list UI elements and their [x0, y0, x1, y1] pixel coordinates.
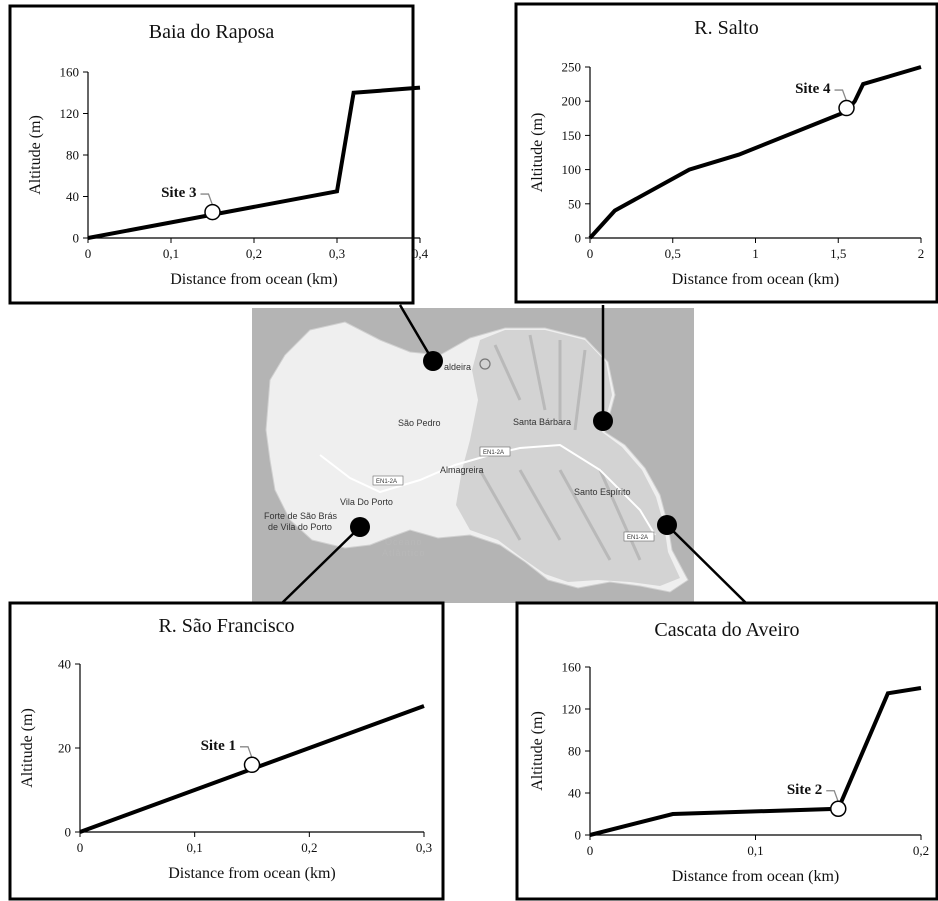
x-tick-label: 0,4 [412, 246, 429, 261]
location-marker [657, 515, 677, 535]
x-tick-label: 0,3 [416, 840, 432, 855]
altitude-profile-line [588, 65, 922, 240]
y-tick-label: 40 [568, 786, 581, 801]
map-label-caldeira: aldeira [444, 362, 471, 372]
y-tick-label: 80 [66, 148, 79, 163]
x-tick-label: 1 [752, 246, 759, 261]
chart-panel-frame [514, 2, 938, 304]
y-tick-label: 40 [58, 657, 71, 672]
site-label: Site 2 [787, 782, 822, 798]
y-axis-title: Altitude (m) [19, 708, 36, 788]
location-marker [593, 411, 613, 431]
map-label-santo-espirito: Santo Espírito [574, 487, 631, 497]
y-tick-label: 0 [575, 828, 582, 843]
map-label-almagreira: Almagreira [440, 465, 484, 475]
site-callout-line [826, 790, 839, 802]
y-tick-label: 40 [66, 189, 79, 204]
x-tick-label: 0,2 [301, 840, 317, 855]
x-tick-label: 2 [918, 246, 925, 261]
site-marker [830, 800, 847, 817]
chart-baia-do-raposa: Baia do Raposa 0 40 80 120 160 0 0,1 0,2 0,3 0,4 Di… [8, 4, 429, 305]
y-tick-label: 20 [58, 741, 71, 756]
x-tick-label: 0,1 [163, 246, 179, 261]
island-relief-ridges [478, 334, 642, 561]
site-label: Site 3 [161, 185, 196, 201]
road-badge [372, 475, 404, 486]
connector-line [398, 304, 435, 362]
connector-line [666, 524, 747, 604]
chart-r-sao-francisco: R. São Francisco 0 20 40 0 0,1 0,2 0,3 Distance … [8, 601, 445, 901]
y-tick-label: 250 [562, 60, 582, 75]
y-tick-label: 0 [575, 231, 582, 246]
map-label-forte-line1: Forte de São Brás [264, 511, 338, 521]
y-tick-label: 120 [60, 106, 80, 121]
site-marker [838, 99, 855, 117]
x-tick-label: 0,1 [747, 843, 763, 858]
site-label: Site 4 [795, 81, 831, 97]
x-tick-label: 1,5 [830, 246, 846, 261]
y-axis-title: Altitude (m) [27, 115, 44, 195]
caldeira-marker-icon [479, 358, 491, 370]
y-tick-label: 160 [60, 65, 80, 80]
chart-panel-frame [8, 4, 415, 305]
site-marker [204, 203, 221, 221]
map-label-forte-line2: de Vila do Porto [268, 522, 332, 532]
y-tick-label: 100 [562, 162, 582, 177]
map-label-sao-pedro: São Pedro [398, 418, 441, 428]
map-label-atlantico: Atlântico [382, 548, 426, 558]
site-label: Site 1 [201, 738, 236, 754]
map-label-santa-barbara: Santa Bárbara [513, 417, 571, 427]
chart-title: Cascata do Aveiro [654, 619, 799, 641]
x-tick-label: 0 [77, 840, 84, 855]
location-marker [350, 517, 370, 537]
y-tick-label: 0 [65, 825, 72, 840]
site-marker [243, 756, 261, 774]
location-marker [423, 351, 443, 371]
location-markers [350, 351, 677, 537]
x-tick-label: 0,2 [913, 843, 929, 858]
map-road-label: EN1-2A [376, 479, 397, 485]
x-axis-title: Distance from ocean (km) [672, 271, 839, 288]
connectors [281, 304, 747, 604]
x-tick-label: 0,2 [246, 246, 262, 261]
road-badge [623, 531, 655, 542]
site-callout-line [240, 746, 253, 759]
chart-panel-frame [8, 601, 445, 901]
chart-title: R. São Francisco [158, 615, 294, 637]
road-badge [479, 446, 511, 457]
chart-title: Baia do Raposa [149, 21, 275, 43]
y-axis-title: Altitude (m) [529, 711, 546, 791]
x-tick-label: 0,1 [187, 840, 203, 855]
y-tick-label: 200 [562, 94, 582, 109]
island-map: aldeira São Pedro Santa Bárbara Almagrei… [252, 308, 694, 603]
connector-line [281, 526, 361, 604]
y-tick-label: 150 [562, 128, 582, 143]
x-tick-label: 0 [85, 246, 92, 261]
map-label-oceano: Oceano [385, 537, 423, 547]
x-tick-label: 0,3 [329, 246, 345, 261]
y-tick-label: 80 [568, 744, 581, 759]
x-tick-label: 0 [587, 246, 594, 261]
map-road-label: EN1-2A [627, 535, 648, 541]
y-tick-label: 120 [562, 702, 582, 717]
chart-title: R. Salto [694, 17, 758, 39]
site-callout-line [834, 89, 848, 102]
x-axis-title: Distance from ocean (km) [168, 865, 335, 882]
y-tick-label: 160 [562, 660, 582, 675]
x-axis-title: Distance from ocean (km) [672, 868, 839, 885]
site-callout-line [200, 193, 214, 206]
map-label-vila-do-porto: Vila Do Porto [340, 497, 393, 507]
y-axis-title: Altitude (m) [529, 113, 546, 193]
chart-cascata-do-aveiro: Cascata do Aveiro 0 40 80 120 160 0 0,1 0,2 Dista… [515, 601, 938, 901]
chart-r-salto: R. Salto 0 50 100 150 200 250 0 0,5 1 1,5 2 Distance… [514, 2, 938, 304]
y-tick-label: 0 [73, 231, 80, 246]
x-tick-label: 0 [587, 843, 594, 858]
x-axis-title: Distance from ocean (km) [170, 271, 337, 288]
map-road-label: EN1-2A [483, 450, 504, 456]
x-tick-label: 0,5 [665, 246, 681, 261]
y-tick-label: 50 [568, 196, 581, 211]
